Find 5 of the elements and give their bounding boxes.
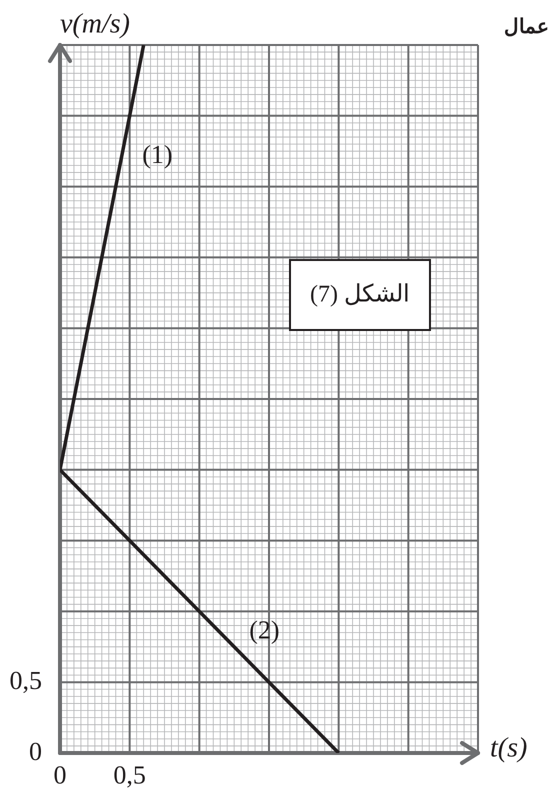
annotation: الشكل (7) bbox=[310, 281, 410, 308]
text: عمال bbox=[504, 16, 549, 38]
y-axis-title: v(m/s) bbox=[60, 8, 130, 40]
series-label: (1) bbox=[142, 140, 173, 169]
x-axis-title: t(s) bbox=[490, 732, 528, 764]
